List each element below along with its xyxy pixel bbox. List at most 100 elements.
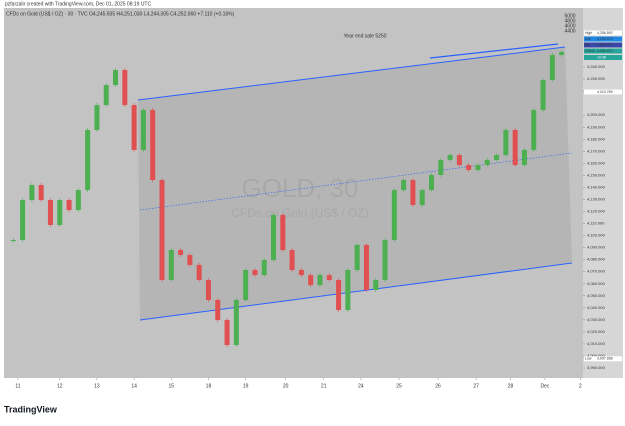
price-tag-bg (584, 30, 622, 36)
price-tag-name: GOLD (585, 49, 595, 53)
x-tick-label: 2 (579, 383, 582, 389)
candle (336, 279, 342, 310)
price-tag-bg (584, 356, 622, 362)
candle (243, 269, 249, 300)
y-tick-label: 4,240.000 (587, 64, 606, 69)
y-tick-label: 4,090.000 (587, 245, 606, 250)
candle (475, 165, 481, 170)
candle (280, 214, 286, 251)
y-tick-label: 4,030.000 (587, 317, 606, 322)
candle (373, 279, 379, 290)
x-tick-label: 15 (169, 383, 175, 389)
candle (559, 51, 565, 55)
y-tick-label: 4,190.000 (587, 124, 606, 129)
x-tick-label: 26 (435, 383, 441, 389)
candle (401, 180, 407, 191)
candle (503, 129, 509, 156)
candle (113, 70, 119, 86)
candle (531, 109, 537, 150)
y-tick-label: 4,080.000 (587, 257, 606, 262)
price-tag-label: 4,251.075 (597, 43, 613, 47)
candle (419, 190, 425, 205)
x-tick-label: 14 (131, 383, 137, 389)
candle (549, 54, 555, 81)
price-tag-label: 4,250.970 (597, 37, 613, 41)
candle (298, 269, 304, 276)
candle (178, 250, 184, 255)
x-tick-label: 20 (283, 383, 289, 389)
candle (326, 275, 332, 280)
legend-line: CFDs on Gold (US$ / OZ) · 30 · TVC O4,24… (6, 11, 235, 17)
candle (363, 244, 369, 290)
channel-fill (138, 47, 572, 320)
candle (410, 180, 416, 205)
candle (447, 155, 453, 160)
candle (205, 279, 211, 300)
x-tick-label: 27 (473, 383, 479, 389)
x-tick-label: 19 (243, 383, 249, 389)
candle (140, 109, 146, 150)
candle (271, 214, 277, 261)
x-tick-label: 24 (358, 383, 364, 389)
y-tick-label: 3,990.000 (587, 365, 606, 370)
y-tick-label: 4,000.000 (587, 353, 606, 358)
y-tick-label: 4,010.000 (587, 341, 606, 346)
watermark-subtitle: CFDs on Gold (US$ / OZ) (231, 206, 368, 220)
price-axis (583, 8, 623, 378)
x-tick-label: 13 (94, 383, 100, 389)
x-tick-label: 28 (508, 383, 514, 389)
price-tag-bg (584, 42, 622, 48)
x-tick-label: 21 (321, 383, 327, 389)
candle (187, 254, 193, 265)
candle (317, 275, 323, 286)
candle (391, 190, 397, 241)
countdown: 10:38 (597, 55, 606, 59)
header: pzfarzalir created with TradingView.com,… (5, 1, 151, 7)
x-tick-label: Dec (540, 383, 549, 389)
candle (345, 269, 351, 310)
y-tick-label: 4,180.000 (587, 136, 606, 141)
price-tag-label: 3,997.658 (597, 357, 613, 361)
candle (540, 80, 546, 110)
candle (29, 184, 35, 201)
mid-tag-label: 4,210.769 (597, 90, 613, 94)
candle (131, 105, 137, 150)
x-tick-label: 25 (396, 383, 402, 389)
candle (20, 200, 26, 241)
annotation: 4800 (564, 18, 575, 24)
candle (159, 180, 165, 280)
candle (10, 240, 16, 242)
candle (215, 299, 221, 320)
price-tag-bg (584, 36, 622, 42)
channel-mid (139, 152, 573, 211)
price-tag-name: Ask (585, 37, 591, 41)
candle (466, 165, 472, 170)
price-tag-name: High (585, 31, 592, 35)
candle (354, 244, 360, 270)
x-tick-label: 12 (57, 383, 63, 389)
candle (233, 299, 239, 346)
mid-tag-bg (584, 89, 622, 95)
y-tick-label: 4,070.000 (587, 269, 606, 274)
y-tick-label: 4,100.000 (587, 233, 606, 238)
y-tick-label: 4,200.000 (587, 112, 606, 117)
candle (429, 174, 435, 191)
y-tick-label: 4,170.000 (587, 148, 606, 153)
price-tag-name: Low (585, 357, 592, 361)
channel-upper (137, 46, 566, 101)
countdown-bg (584, 55, 622, 60)
y-tick-label: 4,020.000 (587, 329, 606, 334)
channel-lower (139, 262, 573, 321)
price-tag-bg (584, 48, 622, 54)
y-tick-label: 4,160.000 (587, 160, 606, 165)
candle (484, 159, 490, 166)
candle (122, 70, 128, 106)
candle (308, 275, 314, 286)
candle (438, 159, 444, 175)
y-tick-label: 4,040.000 (587, 305, 606, 310)
candle (47, 200, 53, 225)
candle (252, 269, 258, 276)
candle (494, 155, 500, 160)
x-tick-label: 18 (206, 383, 212, 389)
